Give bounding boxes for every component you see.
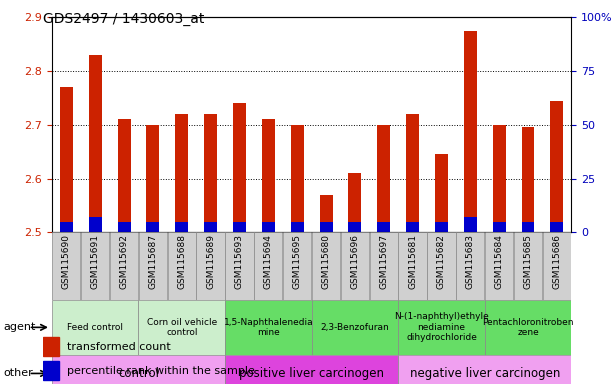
Bar — [60, 87, 73, 232]
Bar — [204, 222, 217, 232]
Text: GSM115686: GSM115686 — [552, 233, 562, 289]
Bar — [43, 338, 59, 356]
Bar — [551, 222, 563, 232]
Bar — [175, 222, 188, 232]
Text: Corn oil vehicle
control: Corn oil vehicle control — [147, 318, 217, 337]
Bar — [81, 232, 109, 300]
Bar — [52, 300, 139, 355]
Bar — [60, 222, 73, 232]
Bar — [398, 232, 426, 300]
Bar — [233, 103, 246, 232]
Text: GSM115694: GSM115694 — [264, 233, 273, 288]
Text: control: control — [118, 367, 159, 380]
Bar — [89, 217, 101, 232]
Text: GSM115691: GSM115691 — [90, 233, 100, 289]
Text: positive liver carcinogen: positive liver carcinogen — [239, 367, 384, 380]
Bar — [370, 232, 398, 300]
Text: GSM115688: GSM115688 — [177, 233, 186, 289]
Bar — [406, 114, 419, 232]
Bar — [348, 173, 361, 232]
Bar — [427, 232, 456, 300]
Bar — [117, 119, 131, 232]
Bar — [492, 125, 506, 232]
Bar — [225, 355, 398, 384]
Bar — [204, 114, 217, 232]
Bar — [225, 232, 254, 300]
Text: GSM115690: GSM115690 — [62, 233, 71, 289]
Text: GSM115693: GSM115693 — [235, 233, 244, 289]
Bar — [262, 222, 275, 232]
Text: Feed control: Feed control — [67, 323, 123, 332]
Text: GSM115684: GSM115684 — [495, 233, 503, 288]
Text: 1,5-Naphthalenedia
mine: 1,5-Naphthalenedia mine — [224, 318, 313, 337]
Text: GSM115681: GSM115681 — [408, 233, 417, 289]
Text: GSM115680: GSM115680 — [321, 233, 331, 289]
Bar — [377, 125, 390, 232]
Bar — [175, 114, 188, 232]
Bar — [522, 222, 535, 232]
Text: GSM115683: GSM115683 — [466, 233, 475, 289]
Bar — [43, 361, 59, 380]
Bar — [312, 232, 340, 300]
Bar — [492, 222, 506, 232]
Text: 2,3-Benzofuran: 2,3-Benzofuran — [321, 323, 389, 332]
Bar — [464, 217, 477, 232]
Bar — [147, 222, 159, 232]
Bar — [167, 232, 196, 300]
Text: GSM115695: GSM115695 — [293, 233, 302, 289]
Bar — [139, 300, 225, 355]
Bar — [522, 127, 535, 232]
Bar — [377, 222, 390, 232]
Bar — [456, 232, 485, 300]
Bar — [117, 222, 131, 232]
Text: GDS2497 / 1430603_at: GDS2497 / 1430603_at — [43, 12, 204, 25]
Bar — [291, 222, 304, 232]
Text: GSM115689: GSM115689 — [206, 233, 215, 289]
Text: transformed count: transformed count — [67, 341, 170, 352]
Text: Pentachloronitroben
zene: Pentachloronitroben zene — [482, 318, 574, 337]
Bar — [254, 232, 282, 300]
Bar — [435, 154, 448, 232]
Text: GSM115685: GSM115685 — [524, 233, 533, 289]
Bar — [341, 232, 369, 300]
Text: GSM115692: GSM115692 — [120, 233, 128, 288]
Text: agent: agent — [3, 322, 35, 333]
Bar — [485, 300, 571, 355]
Bar — [147, 125, 159, 232]
Bar — [514, 232, 542, 300]
Text: percentile rank within the sample: percentile rank within the sample — [67, 366, 254, 376]
Bar — [551, 101, 563, 232]
Bar — [320, 195, 332, 232]
Bar — [398, 300, 485, 355]
Bar — [291, 125, 304, 232]
Bar — [464, 31, 477, 232]
Bar — [110, 232, 138, 300]
Bar — [197, 232, 225, 300]
Bar — [89, 55, 101, 232]
Text: GSM115697: GSM115697 — [379, 233, 388, 289]
Bar — [398, 355, 571, 384]
Bar — [435, 222, 448, 232]
Bar — [225, 300, 312, 355]
Text: other: other — [3, 368, 33, 379]
Text: GSM115682: GSM115682 — [437, 233, 446, 288]
Text: GSM115696: GSM115696 — [350, 233, 359, 289]
Bar — [262, 119, 275, 232]
Bar — [52, 355, 225, 384]
Text: negative liver carcinogen: negative liver carcinogen — [409, 367, 560, 380]
Bar — [283, 232, 312, 300]
Bar — [233, 222, 246, 232]
Bar — [543, 232, 571, 300]
Bar — [139, 232, 167, 300]
Bar — [348, 222, 361, 232]
Text: GSM115687: GSM115687 — [148, 233, 158, 289]
Text: N-(1-naphthyl)ethyle
nediamine
dihydrochloride: N-(1-naphthyl)ethyle nediamine dihydroch… — [394, 313, 489, 342]
Bar — [485, 232, 513, 300]
Bar — [406, 222, 419, 232]
Bar — [320, 222, 332, 232]
Bar — [312, 300, 398, 355]
Bar — [52, 232, 81, 300]
